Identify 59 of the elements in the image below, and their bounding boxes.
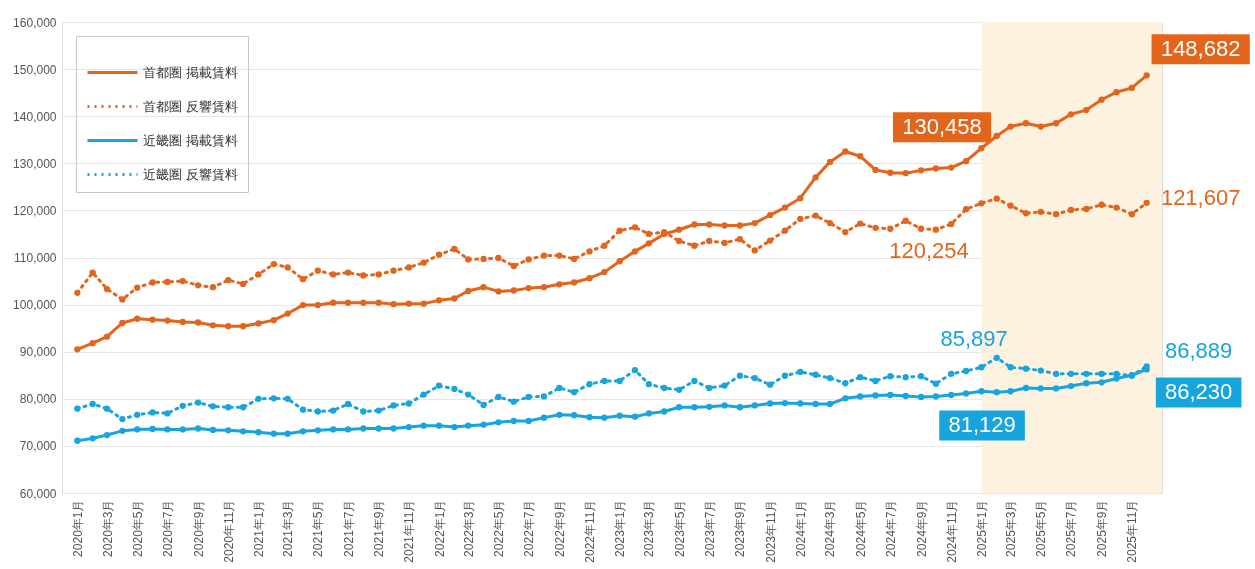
- x-tick-label: 2021年1月: [251, 499, 266, 557]
- y-tick-label: 100,000: [13, 298, 57, 313]
- y-tick-label: 60,000: [19, 486, 57, 501]
- x-tick-label: 2025年5月: [1034, 499, 1049, 557]
- x-tick-label: 2023年1月: [613, 499, 628, 557]
- x-tick-label: 2023年7月: [702, 499, 717, 557]
- x-tick-label: 2020年5月: [130, 499, 145, 557]
- legend-label: 首都圏 掲載賃料: [143, 64, 238, 80]
- x-tick-label: 2021年11月: [402, 499, 417, 563]
- data-label: 130,458: [902, 114, 982, 140]
- x-tick-label: 2022年3月: [461, 499, 476, 557]
- data-label: 85,897: [940, 326, 1008, 352]
- x-tick-label: 2025年1月: [974, 499, 989, 557]
- y-tick-label: 160,000: [13, 15, 57, 30]
- x-tick-label: 2022年9月: [552, 499, 567, 557]
- x-tick-label: 2021年9月: [372, 499, 387, 557]
- x-tick-label: 2023年3月: [642, 499, 657, 557]
- y-tick-label: 110,000: [14, 251, 57, 265]
- x-tick-label: 2022年1月: [432, 499, 447, 557]
- x-tick-label: 2025年11月: [1125, 499, 1140, 563]
- y-tick-label: 70,000: [19, 439, 57, 454]
- x-tick-label: 2021年7月: [341, 499, 356, 557]
- y-tick-label: 120,000: [13, 203, 57, 218]
- x-tick-label: 2020年11月: [221, 499, 236, 563]
- x-tick-label: 2023年11月: [763, 499, 778, 563]
- x-tick-label: 2024年5月: [853, 499, 868, 557]
- x-tick-label: 2024年9月: [914, 499, 929, 557]
- x-tick-label: 2020年7月: [160, 499, 175, 557]
- y-tick-label: 150,000: [13, 62, 57, 77]
- x-tick-label: 2025年9月: [1095, 499, 1110, 557]
- y-tick-label: 130,000: [13, 156, 57, 171]
- x-tick-label: 2020年1月: [70, 499, 85, 557]
- x-tick-label: 2021年3月: [281, 499, 296, 557]
- x-tick-label: 2025年3月: [1004, 499, 1019, 557]
- data-label: 86,889: [1165, 338, 1233, 364]
- x-tick-label: 2024年3月: [823, 499, 838, 557]
- x-tick-label: 2025年7月: [1064, 499, 1079, 557]
- x-tick-label: 2024年1月: [793, 499, 808, 557]
- legend-label: 首都圏 反響賃料: [143, 98, 238, 114]
- x-tick-label: 2021年5月: [311, 499, 326, 557]
- x-tick-label: 2022年11月: [582, 499, 597, 563]
- y-tick-label: 80,000: [19, 392, 57, 407]
- y-tick-label: 90,000: [19, 345, 57, 360]
- x-tick-label: 2023年5月: [672, 499, 687, 557]
- data-label: 121,607: [1160, 184, 1241, 210]
- x-tick-label: 2022年7月: [522, 499, 537, 557]
- x-tick-label: 2022年5月: [491, 499, 506, 557]
- x-tick-label: 2020年3月: [100, 499, 115, 557]
- x-tick-label: 2020年9月: [191, 499, 206, 557]
- x-tick-label: 2023年9月: [733, 499, 748, 557]
- legend-label: 近畿圏 掲載賃料: [143, 132, 238, 148]
- data-label: 81,129: [948, 412, 1016, 438]
- data-label: 120,254: [889, 238, 969, 264]
- x-tick-label: 2024年7月: [883, 499, 898, 557]
- y-tick-label: 140,000: [13, 109, 57, 124]
- data-label: 148,682: [1160, 36, 1241, 62]
- data-label: 86,230: [1165, 379, 1233, 405]
- legend-label: 近畿圏 反響賃料: [143, 166, 238, 182]
- x-tick-label: 2024年11月: [944, 499, 959, 563]
